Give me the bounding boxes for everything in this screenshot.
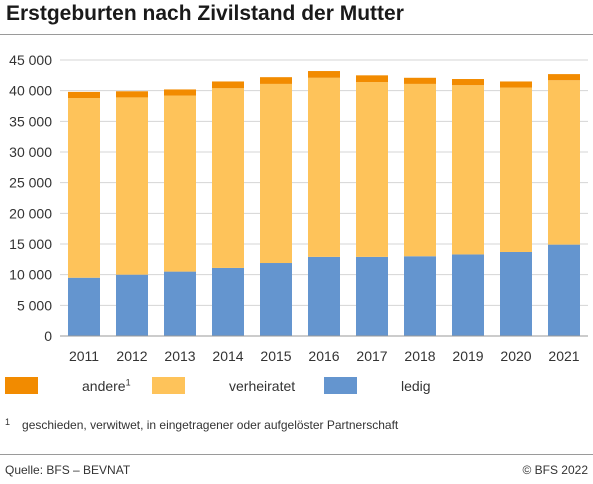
legend-label-verheiratet: verheiratet — [229, 377, 296, 394]
stacked-bar-chart: 0 5 000 10 000 15 000 20 000 25 000 30 000 35 0… — [9, 52, 588, 364]
bar-segment-verheiratet — [116, 97, 148, 275]
bar-segment-ledig — [164, 271, 196, 336]
bar-segment-verheiratet — [548, 80, 580, 245]
bar-segment-andere — [308, 71, 340, 78]
x-tick-label: 2015 — [260, 348, 291, 364]
bar-segment-verheiratet — [500, 87, 532, 252]
footnote-text: geschieden, verwitwet, in eingetragener … — [22, 418, 399, 432]
chart-title: Erstgeburten nach Zivilstand der Mutter — [6, 2, 404, 25]
bar-segment-verheiratet — [404, 83, 436, 257]
bar-segment-andere — [500, 81, 532, 88]
footnote: 1 geschieden, verwitwet, in eingetragener… — [5, 417, 399, 432]
bar-segment-ledig — [356, 256, 388, 336]
title-divider — [0, 34, 593, 35]
x-tick-label: 2021 — [548, 348, 579, 364]
legend-item-ledig: ledig — [324, 377, 431, 394]
y-tick-label: 30 000 — [9, 144, 52, 160]
bar-segment-verheiratet — [212, 88, 244, 268]
bar-segment-andere — [116, 91, 148, 98]
legend-swatch-verheiratet — [152, 377, 185, 394]
legend-item-verheiratet: verheiratet — [152, 377, 295, 394]
legend-swatch-ledig — [324, 377, 357, 394]
x-tick-label: 2019 — [452, 348, 483, 364]
copyright-note: © BFS 2022 — [522, 463, 588, 477]
bar-segment-andere — [68, 91, 100, 99]
legend-swatch-andere — [5, 377, 38, 394]
y-tick-label: 45 000 — [9, 52, 52, 68]
legend-label-andere: andere1 — [82, 376, 131, 394]
y-tick-label: 5 000 — [17, 297, 52, 313]
legend-footnote-mark: 1 — [125, 376, 131, 387]
x-tick-label: 2011 — [69, 348, 99, 364]
bar-segment-andere — [548, 74, 580, 81]
x-tick-label: 2020 — [500, 348, 531, 364]
y-tick-label: 15 000 — [9, 236, 52, 252]
bar-segment-andere — [212, 81, 244, 89]
bar-segment-andere — [452, 79, 484, 86]
x-tick-label: 2017 — [356, 348, 387, 364]
x-tick-label: 2016 — [308, 348, 339, 364]
x-tick-label: 2014 — [212, 348, 243, 364]
bar-segment-verheiratet — [452, 85, 484, 255]
y-tick-label: 40 000 — [9, 83, 52, 99]
y-tick-label: 10 000 — [9, 267, 52, 283]
y-tick-label: 25 000 — [9, 175, 52, 191]
x-tick-label: 2012 — [116, 348, 147, 364]
y-tick-label: 20 000 — [9, 205, 52, 221]
footnote-mark: 1 — [5, 417, 11, 427]
bar-segment-verheiratet — [260, 83, 292, 264]
source-note: Quelle: BFS – BEVNAT — [5, 463, 131, 477]
y-tick-label: 35 000 — [9, 113, 52, 129]
bar-segment-ledig — [452, 254, 484, 336]
y-tick-label: 0 — [44, 328, 52, 344]
bar-segment-andere — [356, 75, 388, 83]
bar-segment-ledig — [116, 274, 148, 336]
bar-segment-ledig — [212, 267, 244, 336]
legend: andere1 verheiratet ledig — [0, 377, 593, 401]
bar-segment-ledig — [308, 256, 340, 336]
bar-segment-ledig — [404, 256, 436, 336]
footer-divider — [0, 454, 593, 455]
bar-segment-andere — [260, 77, 292, 84]
bar-segment-verheiratet — [308, 77, 340, 257]
bar-segment-verheiratet — [68, 98, 100, 278]
bar-segment-ledig — [68, 277, 100, 336]
bar-segment-ledig — [548, 244, 580, 336]
legend-label-ledig: ledig — [401, 377, 431, 394]
bar-segment-verheiratet — [356, 82, 388, 257]
bar-segment-andere — [164, 89, 196, 96]
legend-item-andere: andere1 — [5, 377, 131, 394]
bar-segment-ledig — [500, 251, 532, 336]
bar-segment-verheiratet — [164, 95, 196, 272]
bar-segment-ledig — [260, 263, 292, 336]
x-tick-label: 2018 — [404, 348, 435, 364]
x-tick-label: 2013 — [164, 348, 195, 364]
bar-segment-andere — [404, 77, 436, 84]
